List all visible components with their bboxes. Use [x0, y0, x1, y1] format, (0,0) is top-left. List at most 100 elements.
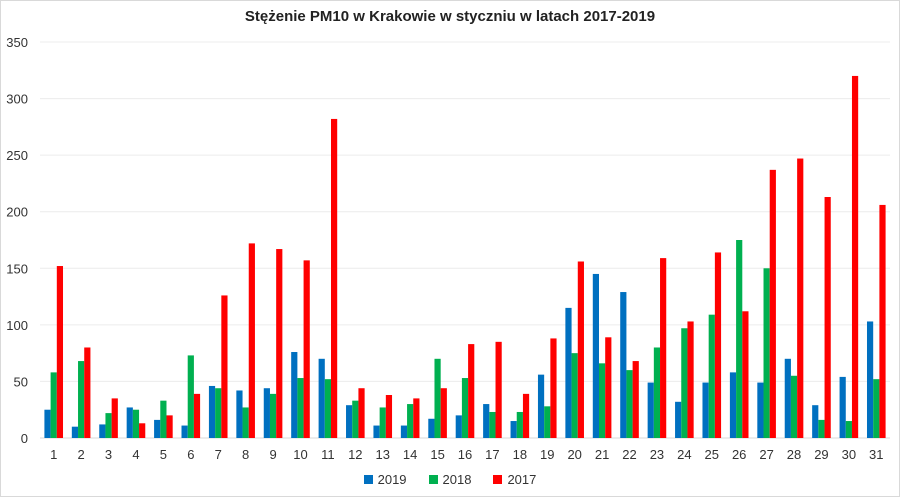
bar-2018-day-5 — [160, 400, 167, 438]
legend-item-2017: 2017 — [493, 472, 536, 487]
bar-2017-day-10 — [303, 260, 310, 438]
bar-2018-day-17 — [489, 411, 496, 438]
x-tick-label: 29 — [814, 447, 828, 462]
bar-2017-day-30 — [851, 75, 859, 438]
bar-2018-day-10 — [297, 378, 304, 438]
legend-swatch — [363, 475, 373, 484]
bar-2019-day-19 — [537, 374, 545, 438]
legend-label: 2018 — [442, 472, 472, 487]
bar-2018-day-25 — [708, 314, 715, 438]
x-tick-label: 21 — [595, 447, 609, 462]
x-tick-label: 22 — [622, 447, 636, 462]
bar-2019-day-29 — [812, 405, 819, 438]
x-tick-label: 24 — [677, 447, 691, 462]
bar-2018-day-9 — [269, 393, 277, 438]
x-tick-label: 10 — [293, 447, 307, 462]
y-tick-label: 300 — [6, 92, 28, 107]
x-tick-label: 20 — [567, 447, 581, 462]
bar-2017-day-6 — [193, 393, 201, 438]
x-tick-label: 3 — [105, 447, 112, 462]
bar-2018-day-13 — [379, 407, 386, 438]
bar-2018-day-28 — [790, 375, 798, 438]
legend-label: 2017 — [507, 472, 537, 487]
y-tick-label: 0 — [21, 431, 28, 446]
bar-2018-day-15 — [434, 358, 441, 438]
bar-2019-day-18 — [510, 421, 517, 438]
bar-2019-day-16 — [455, 415, 462, 438]
bar-2018-day-4 — [132, 409, 140, 438]
bar-2019-day-4 — [126, 407, 133, 438]
legend: 2019 2018 2017 — [0, 472, 900, 487]
y-tick-label: 250 — [6, 148, 28, 163]
bar-2017-day-29 — [824, 197, 831, 438]
bar-2018-day-27 — [763, 268, 770, 438]
bar-2018-day-14 — [407, 404, 414, 438]
x-tick-label: 5 — [160, 447, 167, 462]
x-tick-label: 18 — [513, 447, 527, 462]
bar-2018-day-24 — [681, 328, 688, 438]
bar-2019-day-21 — [592, 273, 599, 438]
bar-2017-day-18 — [522, 393, 530, 438]
bar-2019-day-20 — [565, 307, 572, 438]
bar-2018-day-19 — [544, 406, 551, 438]
bar-2018-day-3 — [105, 413, 112, 438]
bar-2018-day-26 — [736, 240, 743, 438]
bar-2017-day-19 — [550, 338, 557, 438]
bar-2017-day-1 — [56, 266, 64, 438]
x-tick-label: 14 — [403, 447, 417, 462]
bar-2019-day-9 — [263, 388, 270, 438]
bar-2019-day-2 — [71, 426, 79, 438]
bar-2019-day-22 — [620, 292, 627, 438]
bar-2019-day-26 — [729, 372, 737, 438]
bar-2018-day-29 — [818, 419, 825, 438]
legend-label: 2019 — [377, 472, 407, 487]
bar-2017-day-24 — [687, 321, 694, 438]
bar-2019-day-17 — [483, 404, 490, 438]
x-tick-label: 28 — [787, 447, 801, 462]
bar-2017-day-16 — [468, 344, 475, 438]
bar-2019-day-8 — [236, 390, 243, 438]
bar-2017-day-28 — [797, 158, 804, 438]
x-tick-label: 8 — [242, 447, 249, 462]
bar-2017-day-5 — [166, 415, 173, 438]
bar-2019-day-31 — [866, 321, 874, 438]
bar-2017-day-31 — [879, 204, 886, 438]
bar-2019-day-12 — [346, 405, 353, 438]
x-tick-label: 4 — [132, 447, 139, 462]
bar-2017-day-17 — [495, 341, 502, 438]
x-tick-label: 13 — [376, 447, 390, 462]
bar-2018-day-31 — [873, 379, 880, 438]
bar-2018-day-11 — [324, 379, 332, 438]
x-tick-label: 27 — [759, 447, 773, 462]
bar-2019-day-15 — [428, 418, 435, 438]
bar-2019-day-25 — [702, 382, 709, 438]
x-tick-label: 19 — [540, 447, 554, 462]
bar-2019-day-14 — [400, 425, 408, 438]
y-tick-label: 100 — [6, 318, 28, 333]
bar-2019-day-30 — [839, 376, 846, 438]
bar-2018-day-6 — [187, 355, 194, 438]
bar-2017-day-11 — [331, 118, 338, 439]
bar-2017-day-9 — [276, 249, 283, 438]
bar-2019-day-3 — [99, 424, 106, 438]
x-tick-label: 11 — [321, 447, 335, 462]
bar-2018-day-21 — [598, 363, 606, 438]
bar-2017-day-13 — [385, 395, 393, 438]
bar-2017-day-23 — [660, 258, 667, 438]
x-tick-label: 2 — [78, 447, 85, 462]
bar-2018-day-30 — [845, 421, 852, 438]
bar-2019-day-5 — [154, 419, 161, 438]
bar-2017-day-2 — [84, 347, 91, 438]
y-tick-label: 200 — [6, 205, 28, 220]
bar-2017-day-27 — [769, 169, 776, 438]
bar-2018-day-18 — [516, 411, 523, 438]
bar-2019-day-13 — [373, 425, 380, 438]
x-tick-label: 17 — [485, 447, 499, 462]
x-tick-label: 25 — [705, 447, 719, 462]
bar-2019-day-1 — [44, 409, 51, 438]
bar-2019-day-6 — [181, 425, 188, 438]
x-tick-label: 7 — [215, 447, 222, 462]
y-tick-label: 350 — [6, 35, 28, 50]
x-tick-label: 23 — [650, 447, 664, 462]
